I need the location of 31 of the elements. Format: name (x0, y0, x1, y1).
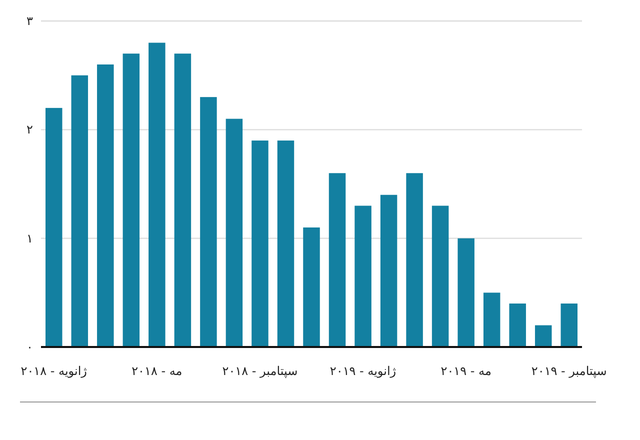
x-tick-label: مه - ۲۰۱۸ (132, 364, 182, 378)
bar (509, 304, 526, 347)
x-tick-label: مه - ۲۰۱۹ (440, 364, 492, 378)
bar (303, 227, 320, 347)
bar (71, 75, 88, 347)
bar (226, 118, 243, 347)
x-tick-label: ژانویه - ۲۰۱۸ (20, 364, 88, 378)
bar (380, 194, 398, 347)
bar (97, 64, 114, 347)
bar (458, 238, 474, 347)
bar (328, 173, 346, 347)
bar (46, 108, 62, 347)
y-tick-label: ۱ (26, 231, 33, 246)
bar (354, 206, 372, 347)
y-tick-label: ۳ (26, 14, 34, 28)
bar (277, 140, 294, 347)
bar (406, 173, 423, 347)
bar (200, 97, 217, 347)
bar (483, 292, 500, 347)
x-tick-label: ژانویه - ۲۰۱۹ (330, 364, 396, 378)
bar (252, 140, 268, 347)
bar (174, 54, 192, 347)
y-tick-label: ۰ (26, 340, 33, 354)
x-tick-label: سپتامبر - ۲۰۱۹ (531, 364, 607, 378)
bar (560, 304, 578, 347)
y-tick-label: ۲ (26, 122, 33, 137)
bar (432, 206, 449, 347)
x-tick-label: سپتامبر - ۲۰۱۸ (222, 364, 298, 378)
bar (148, 42, 166, 347)
bar (534, 325, 552, 347)
bar (122, 54, 140, 347)
